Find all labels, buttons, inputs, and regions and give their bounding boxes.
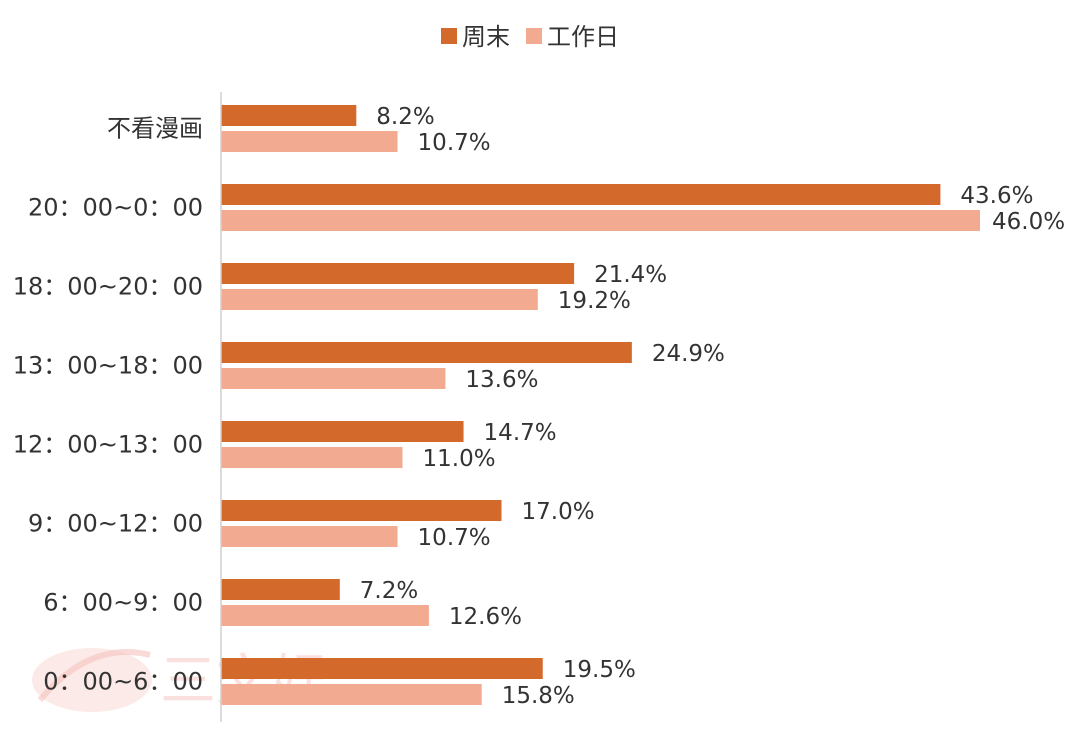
- category-label: 不看漫画: [107, 115, 203, 143]
- bar-weekend: [221, 579, 340, 600]
- category-label: 6：00~9：00: [43, 589, 203, 617]
- category-label: 0：00~6：00: [43, 668, 203, 696]
- data-label-workday: 13.6%: [465, 367, 538, 393]
- bar-workday: [221, 368, 446, 389]
- category-label: 13：00~18：00: [13, 352, 203, 380]
- data-label-weekend: 19.5%: [563, 657, 636, 683]
- bar-weekend: [221, 184, 941, 205]
- plot-area: 不看漫画 8.2%10.7%20：00~0：00 43.6%46.0%18：00~2…: [13, 104, 1065, 709]
- data-label-workday: 12.6%: [449, 604, 522, 630]
- category-label: 9：00~12：00: [28, 510, 203, 538]
- data-label-weekend: 17.0%: [522, 499, 595, 525]
- legend-swatch-weekend: [441, 28, 457, 44]
- category-label: 20：00~0：00: [28, 194, 203, 222]
- data-label-weekend: 14.7%: [484, 420, 557, 446]
- data-label-weekend: 21.4%: [594, 262, 667, 288]
- bar-workday: [221, 131, 398, 152]
- data-label-weekend: 8.2%: [376, 104, 434, 130]
- watermark-logo-icon: [32, 648, 152, 712]
- data-label-weekend: 24.9%: [652, 341, 725, 367]
- data-label-workday: 10.7%: [418, 130, 491, 156]
- bar-workday: [221, 526, 398, 547]
- data-label-workday: 15.8%: [502, 683, 575, 709]
- bar-workday: [221, 289, 538, 310]
- watermark-swoosh-icon: [37, 649, 151, 702]
- data-label-weekend: 7.2%: [360, 578, 418, 604]
- data-label-workday: 19.2%: [558, 288, 631, 314]
- bar-weekend: [221, 105, 357, 126]
- legend-label-workday: 工作日: [547, 23, 619, 51]
- bar-weekend: [221, 263, 575, 284]
- data-label-workday: 10.7%: [418, 525, 491, 551]
- legend: 周末 工作日: [441, 23, 619, 51]
- data-label-workday: 11.0%: [423, 446, 496, 472]
- bar-workday: [221, 210, 980, 231]
- bar-workday: [221, 447, 403, 468]
- bar-workday: [221, 605, 429, 626]
- category-label: 18：00~20：00: [13, 273, 203, 301]
- bar-weekend: [221, 500, 502, 521]
- legend-swatch-workday: [526, 28, 542, 44]
- bar-weekend: [221, 342, 632, 363]
- bar-workday: [221, 684, 482, 705]
- bar-weekend: [221, 421, 464, 442]
- legend-label-weekend: 周末: [462, 23, 510, 51]
- data-label-weekend: 43.6%: [960, 183, 1033, 209]
- category-label: 12：00~13：00: [13, 431, 203, 459]
- data-label-workday: 46.0%: [992, 209, 1065, 235]
- bar-weekend: [221, 658, 543, 679]
